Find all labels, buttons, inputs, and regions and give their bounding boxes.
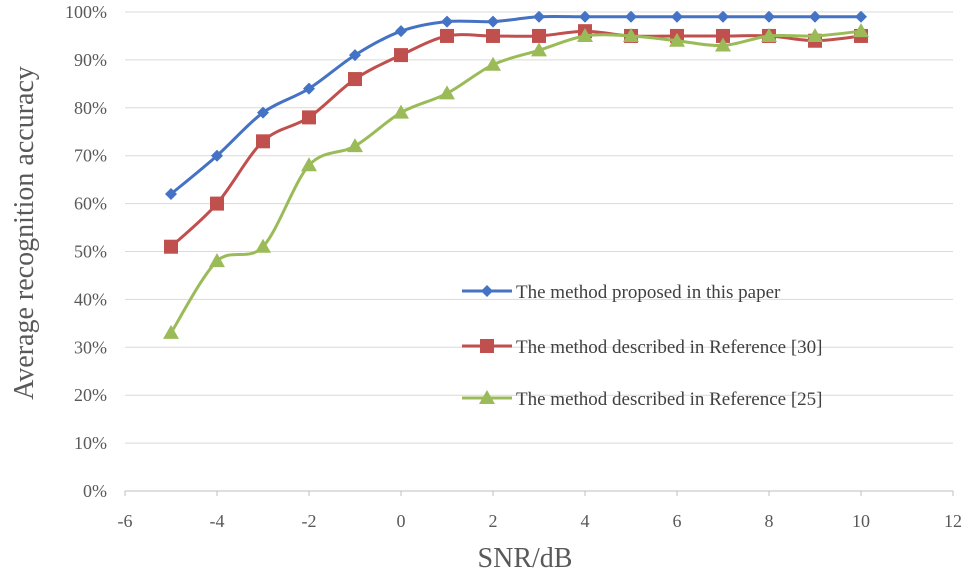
y-tick-label: 100% — [65, 2, 107, 22]
data-point — [210, 196, 224, 211]
legend-label: The method described in Reference [30] — [516, 337, 823, 358]
data-point — [853, 23, 869, 38]
data-point — [807, 27, 823, 42]
legend-marker — [479, 390, 495, 404]
data-point — [255, 238, 271, 253]
legend-marker — [481, 285, 493, 297]
gridlines — [125, 11, 953, 444]
x-tick-label: -2 — [302, 511, 317, 531]
y-tick-label: 0% — [83, 481, 107, 501]
x-tick-label: 6 — [673, 511, 682, 531]
data-point — [625, 10, 637, 23]
data-point — [439, 85, 455, 100]
y-axis-title: Average recognition accuracy — [9, 66, 40, 400]
series-line — [169, 29, 862, 334]
y-tick-label: 30% — [74, 337, 107, 357]
series-3 — [163, 23, 869, 339]
y-tick-label: 80% — [74, 98, 107, 118]
x-tick-label: -6 — [118, 511, 133, 531]
series-line — [169, 29, 862, 248]
data-point — [532, 28, 546, 43]
data-point — [211, 149, 223, 162]
data-point — [855, 10, 867, 23]
data-point — [257, 106, 269, 119]
data-point — [715, 37, 731, 52]
legend-item: The method described in Reference [30] — [462, 337, 823, 358]
data-point — [164, 239, 178, 254]
data-point — [531, 42, 547, 57]
data-point — [393, 104, 409, 119]
y-tick-label: 20% — [74, 385, 107, 405]
data-point — [579, 10, 591, 23]
data-point — [533, 10, 545, 23]
x-tick-labels: -6 -4 -2 0 2 4 6 8 10 12 — [118, 511, 963, 531]
data-point — [303, 82, 315, 95]
data-point — [441, 15, 453, 28]
data-point — [669, 32, 685, 47]
y-tick-label: 60% — [74, 194, 107, 214]
data-point — [486, 28, 500, 43]
legend-item: The method proposed in this paper — [462, 282, 781, 303]
data-point — [394, 48, 408, 63]
series-group — [163, 10, 869, 339]
x-tick-label: 2 — [489, 511, 498, 531]
series-line — [170, 14, 861, 196]
x-tick-label: 0 — [397, 511, 406, 531]
data-point — [348, 72, 362, 87]
data-point — [395, 25, 407, 38]
data-point — [349, 49, 361, 62]
legend-marker — [480, 339, 494, 353]
data-point — [256, 134, 270, 149]
y-tick-labels: 0% 10% 20% 30% 40% 50% 60% 70% 80% 90% 100% — [65, 2, 107, 501]
series-2 — [164, 24, 868, 254]
legend-label: The method described in Reference [25] — [516, 389, 823, 410]
y-tick-label: 50% — [74, 242, 107, 262]
x-tick-label: 8 — [765, 511, 774, 531]
x-axis-title: SNR/dB — [478, 543, 573, 574]
y-tick-label: 40% — [74, 289, 107, 309]
x-tick-label: 12 — [944, 511, 962, 531]
x-tick-label: 4 — [581, 511, 590, 531]
data-point — [716, 28, 730, 43]
x-tick-label: 10 — [852, 511, 870, 531]
data-point — [577, 27, 593, 42]
data-point — [440, 28, 454, 43]
data-point — [165, 188, 177, 201]
x-tick-label: -4 — [210, 511, 225, 531]
data-point — [717, 10, 729, 23]
legend: The method proposed in this paper The met… — [462, 282, 823, 410]
data-point — [809, 10, 821, 23]
data-point — [209, 253, 225, 268]
y-tick-label: 10% — [74, 433, 107, 453]
data-point — [763, 10, 775, 23]
data-point — [485, 56, 501, 71]
data-point — [163, 324, 179, 339]
y-tick-label: 90% — [74, 50, 107, 70]
y-tick-label: 70% — [74, 146, 107, 166]
data-point — [301, 157, 317, 172]
legend-label: The method proposed in this paper — [516, 282, 781, 303]
series-1 — [165, 10, 867, 201]
data-point — [347, 138, 363, 153]
data-point — [671, 10, 683, 23]
data-point — [623, 27, 639, 42]
axes — [124, 490, 954, 496]
data-point — [761, 27, 777, 42]
legend-item: The method described in Reference [25] — [462, 389, 823, 410]
data-point — [487, 15, 499, 28]
data-point — [302, 110, 316, 125]
